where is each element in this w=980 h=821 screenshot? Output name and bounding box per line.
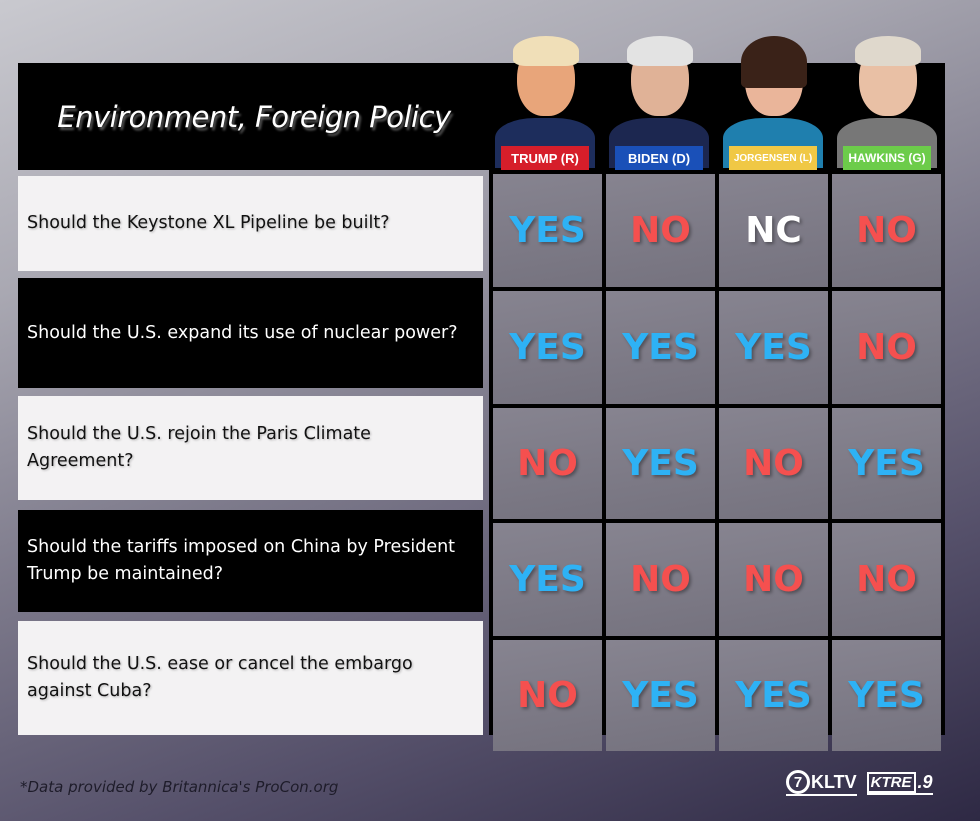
candidate-label: JORGENSEN (L) [729,146,817,170]
answer-cell: NO [832,523,941,636]
source-note: *Data provided by Britannica's ProCon.or… [20,778,339,796]
answer-cell: YES [606,408,715,519]
answer-cell: YES [832,408,941,519]
candidate-biden: BIDEN (D) [603,30,715,170]
answer-cell: NO [719,408,828,519]
candidate-portrait [495,36,595,168]
answer-cell: YES [719,291,828,404]
candidate-jorgensen: JORGENSEN (L) [717,30,829,170]
candidate-portrait [837,36,937,168]
answer-cell: NO [493,408,602,519]
answer-cell: YES [606,291,715,404]
question-row: Should the U.S. expand its use of nuclea… [18,278,483,388]
kltv-logo: 7 KLTV [786,770,857,796]
answer-cell: YES [606,640,715,751]
candidate-label: BIDEN (D) [615,146,703,170]
candidate-label: HAWKINS (G) [843,146,931,170]
answer-cell: NO [493,640,602,751]
ktre-text: KTRE [866,771,916,793]
answer-cell: NO [606,523,715,636]
channel-7-icon: 7 [786,770,810,794]
answer-cell: YES [719,640,828,751]
answer-cell: NO [606,174,715,287]
answer-cell: NO [832,291,941,404]
answer-cell: YES [493,523,602,636]
candidate-hawkins: HAWKINS (G) [831,30,943,170]
question-row: Should the tariffs imposed on China by P… [18,510,483,612]
answer-cell: YES [493,291,602,404]
station-logos: 7 KLTV KTRE .9 [786,770,933,796]
ktre-number: .9 [917,771,933,792]
candidate-trump: TRUMP (R) [489,30,601,170]
answer-cell: YES [493,174,602,287]
question-row: Should the Keystone XL Pipeline be built… [18,176,483,271]
answer-cell: YES [832,640,941,751]
ktre-logo: KTRE .9 [866,771,933,795]
question-row: Should the U.S. rejoin the Paris Climate… [18,396,483,500]
kltv-text: KLTV [811,771,857,792]
answer-grid: YES NO NC NO YES YES YES NO NO YES NO YE… [489,170,945,751]
page-title: Environment, Foreign Policy [57,99,451,134]
answer-cell: NO [832,174,941,287]
answer-cell: NC [719,174,828,287]
candidate-label: TRUMP (R) [501,146,589,170]
question-row: Should the U.S. ease or cancel the embar… [18,621,483,735]
answer-cell: NO [719,523,828,636]
